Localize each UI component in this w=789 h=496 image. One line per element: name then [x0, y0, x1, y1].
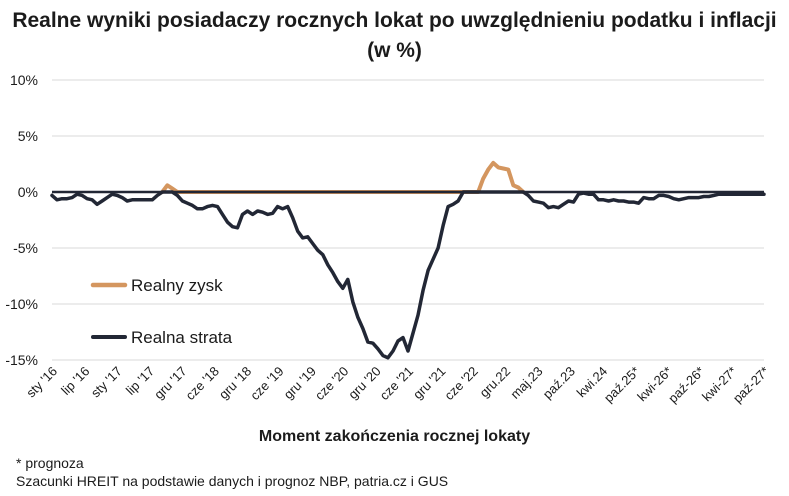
legend-label: Realna strata: [131, 328, 233, 347]
legend-label: Realny zysk: [131, 276, 223, 295]
gridlines: [52, 79, 764, 361]
x-tick-label: sty '17: [88, 364, 125, 401]
series-line: [160, 160, 526, 194]
x-tick-label: gru '20: [345, 364, 383, 402]
x-tick-label: gru '17: [151, 364, 189, 402]
y-axis: 10% 5% 0% -5% -10% -15%: [5, 72, 38, 368]
y-tick-label: -15%: [5, 352, 38, 368]
x-tick-label: sty '16: [23, 364, 60, 401]
x-tick-label: paź-26*: [665, 364, 707, 406]
x-tick-label: paź.23: [540, 364, 578, 402]
legend: Realny zysk Realna strata: [90, 276, 233, 347]
x-tick-label: lip '16: [58, 364, 92, 398]
x-tick-label: gru '19: [281, 364, 319, 402]
x-tick-label: cze '20: [312, 364, 351, 403]
x-tick-label: paź-27*: [730, 364, 772, 406]
x-tick-label: gru '21: [410, 364, 448, 402]
y-tick-label: 10%: [10, 72, 38, 88]
x-tick-label: cze '22: [441, 364, 480, 403]
footnote: * prognoza: [16, 455, 84, 471]
x-tick-label: cze '18: [182, 364, 221, 403]
y-tick-label: 5%: [18, 128, 38, 144]
x-tick-label: gru '18: [216, 364, 254, 402]
x-tick-label: paź.25*: [601, 364, 643, 406]
x-tick-label: cze '21: [377, 364, 416, 403]
x-axis-title: Moment zakończenia rocznej lokaty: [258, 428, 531, 445]
y-tick-label: -10%: [5, 296, 38, 312]
x-tick-label: maj.23: [507, 364, 545, 402]
source-note: Szacunki HREIT na podstawie danych i pro…: [16, 473, 449, 489]
x-tick-label: cze '19: [247, 364, 286, 403]
y-tick-label: 0%: [18, 184, 38, 200]
x-tick-label: gru.22: [477, 364, 514, 401]
plot-area: [50, 160, 766, 360]
y-tick-label: -5%: [13, 240, 38, 256]
chart-title: Realne wyniki posiadaczy rocznych lokat …: [12, 9, 777, 62]
